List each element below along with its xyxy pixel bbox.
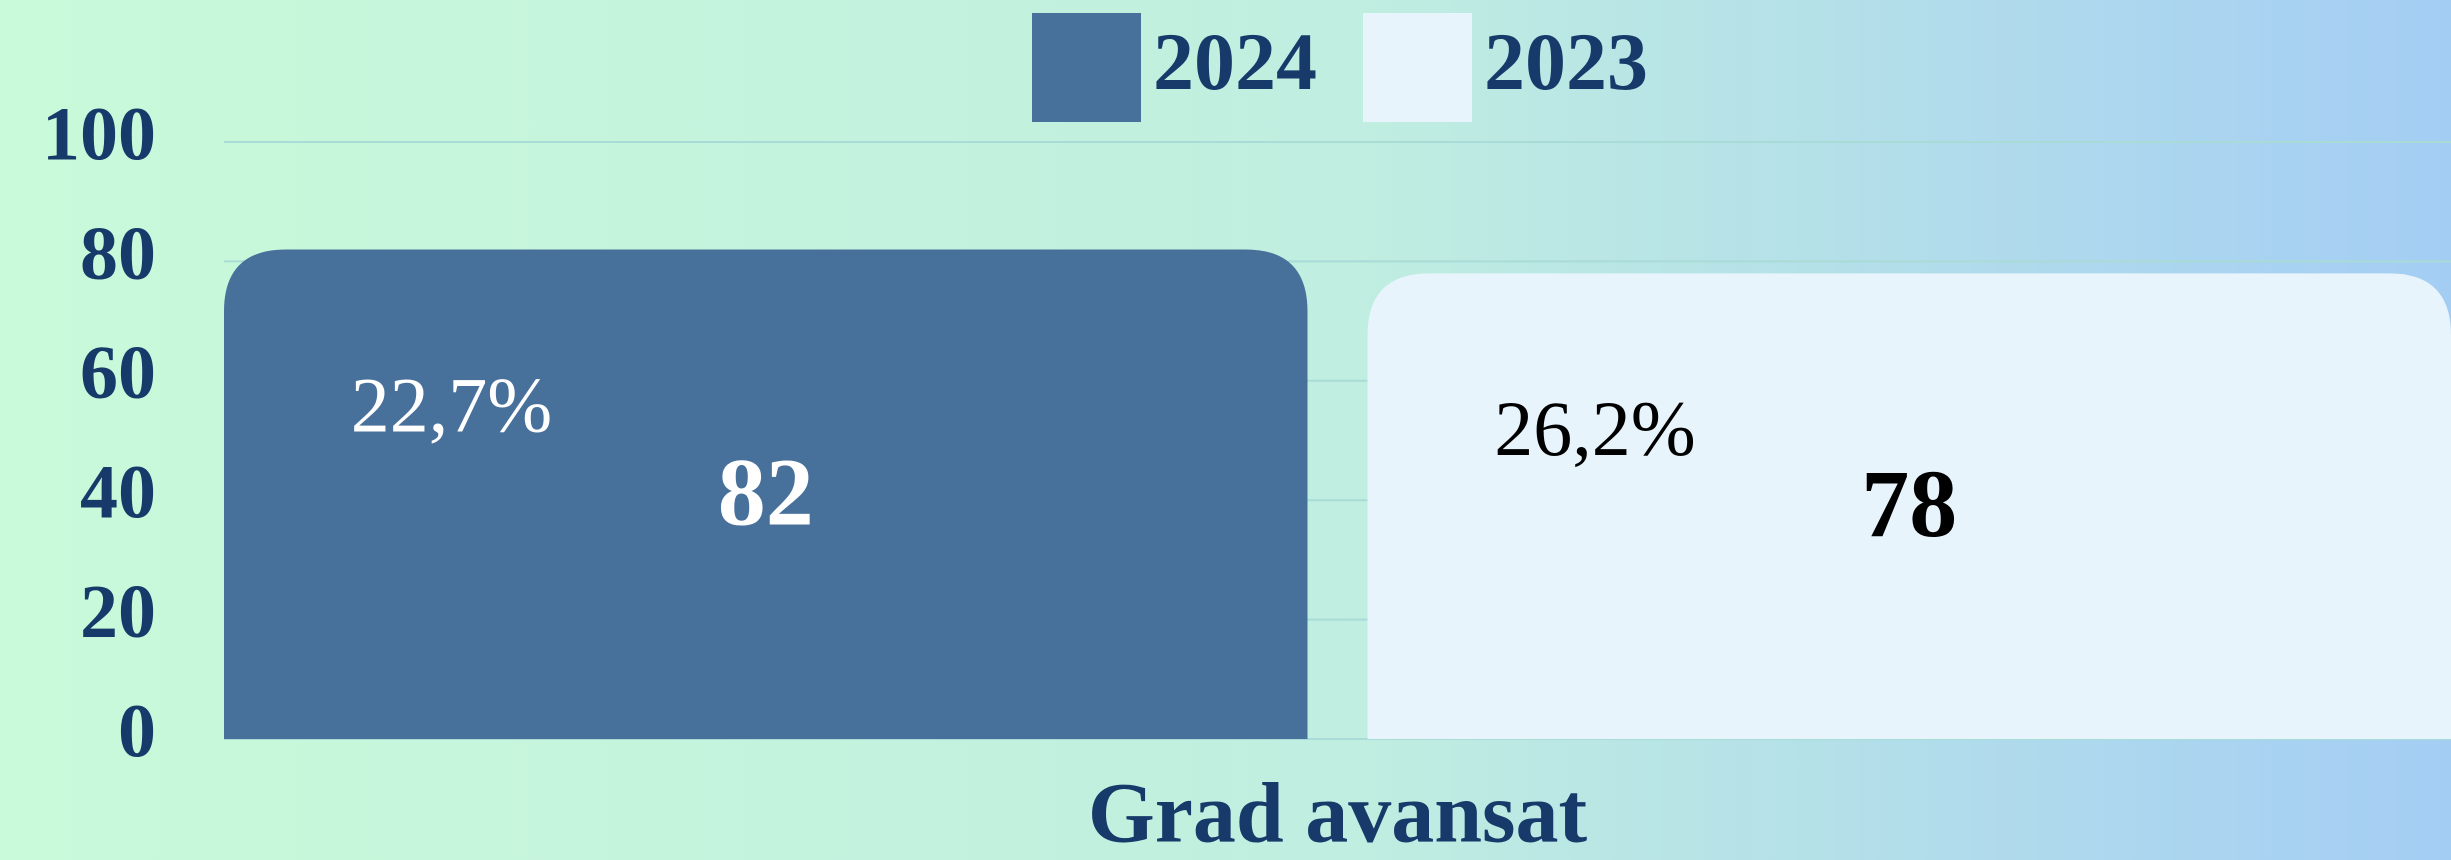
bar-annotation: 22,7% [351,361,552,448]
legend-label: 2023 [1484,16,1648,107]
value-label: 78 [1861,450,1957,557]
value-label: 82 [718,438,814,545]
legend-swatch [1032,13,1141,122]
x-axis-label: Grad avansat [1088,765,1588,860]
y-tick-label: 100 [42,92,156,176]
y-tick-label: 0 [118,689,156,773]
y-tick-label: 80 [80,212,156,296]
bar-annotation: 26,2% [1494,385,1695,472]
y-tick-label: 60 [80,331,156,415]
bar [1367,273,2451,739]
legend-swatch [1363,13,1472,122]
legend-label: 2024 [1153,16,1317,107]
y-tick-label: 20 [80,570,156,654]
y-tick-label: 40 [80,451,156,535]
bar [224,249,1308,739]
